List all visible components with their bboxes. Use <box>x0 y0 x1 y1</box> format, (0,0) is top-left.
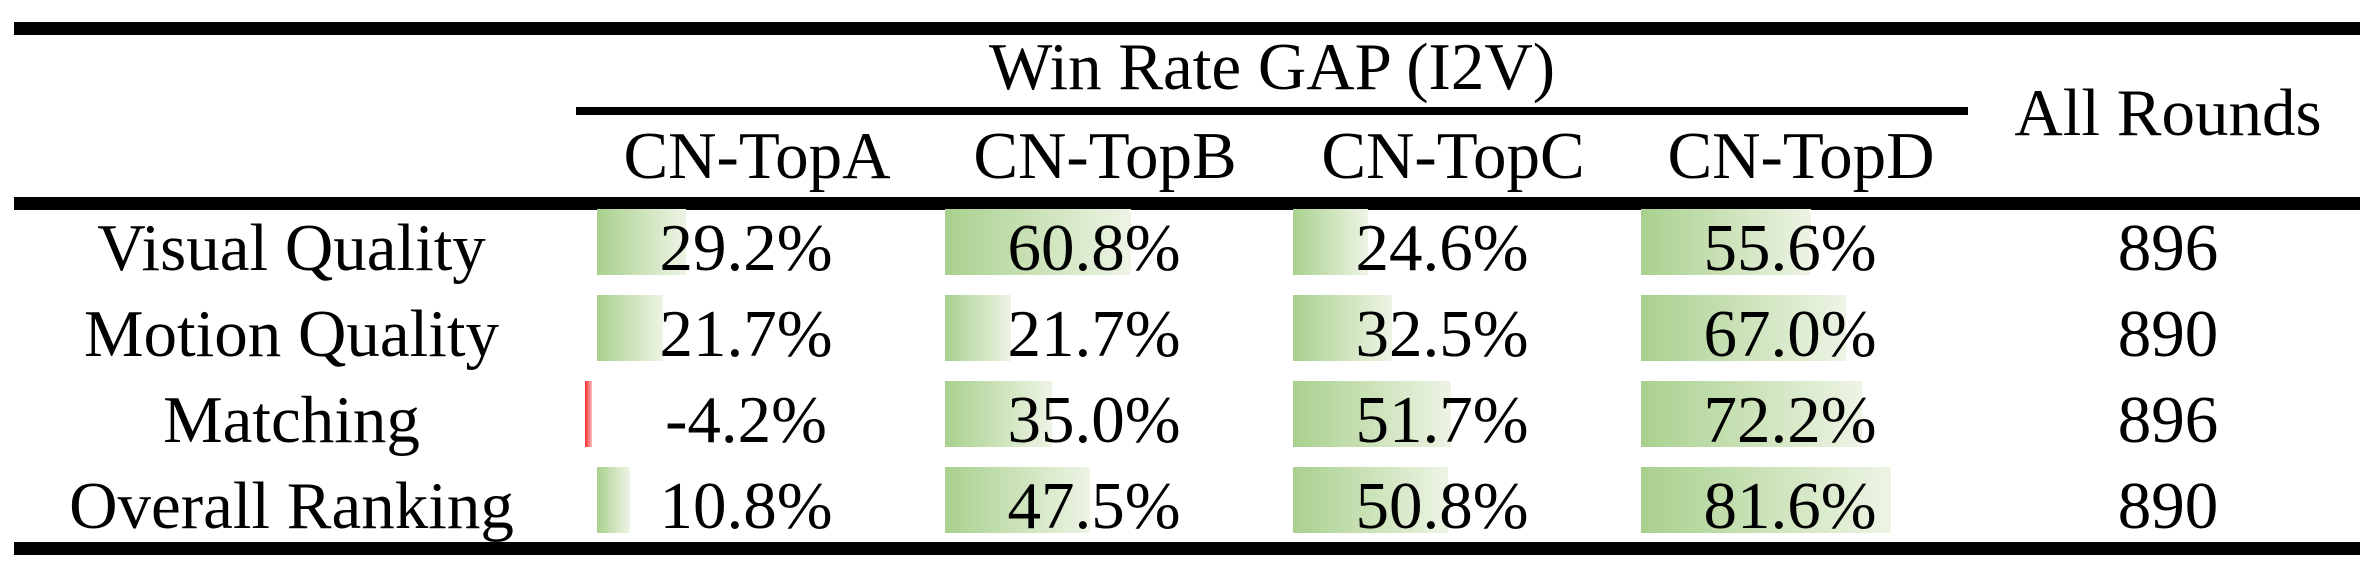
data-cell: 21.7% <box>583 291 931 377</box>
data-cell: 21.7% <box>931 291 1279 377</box>
data-cell: 81.6% <box>1627 463 1975 549</box>
group-header-underline-rule <box>576 107 1968 115</box>
data-cell: 47.5% <box>931 463 1279 549</box>
table-row-motion-quality: Motion Quality 21.7% 21.7% 32.5% 67.0% 8… <box>0 291 2374 377</box>
all-rounds-value: 896 <box>2117 210 2219 285</box>
data-bar <box>945 381 1053 447</box>
data-cell: 24.6% <box>1279 205 1627 291</box>
table-row-matching: Matching -4.2% 35.0% 51.7% 72.2% 896 <box>0 377 2374 463</box>
cell-value: 72.2% <box>1703 382 1877 457</box>
data-cell: 60.8% <box>931 205 1279 291</box>
data-bar <box>1641 295 1847 361</box>
data-bar <box>1641 467 1891 533</box>
table-body: Visual Quality 29.2% 60.8% 24.6% 55.6% 8… <box>0 205 2374 549</box>
cell-value: 10.8% <box>659 468 833 543</box>
data-bar <box>945 295 1012 361</box>
data-bar <box>945 209 1132 275</box>
data-cell: 67.0% <box>1627 291 1975 377</box>
data-cell: 72.2% <box>1627 377 1975 463</box>
data-bar <box>585 381 592 447</box>
cell-value: 35.0% <box>1007 382 1181 457</box>
data-bar <box>1293 295 1393 361</box>
all-rounds-value: 890 <box>2117 468 2219 543</box>
all-rounds-value: 890 <box>2117 296 2219 371</box>
cell-value: 55.6% <box>1703 210 1877 285</box>
cell-value: -4.2% <box>665 382 827 457</box>
cell-value: 60.8% <box>1007 210 1181 285</box>
data-bar <box>597 467 631 533</box>
cell-value: 47.5% <box>1007 468 1181 543</box>
data-cell: 32.5% <box>1279 291 1627 377</box>
column-header-cn-topb: CN-TopB <box>973 118 1237 193</box>
data-cell: 55.6% <box>1627 205 1975 291</box>
cell-value: 81.6% <box>1703 468 1877 543</box>
row-label: Motion Quality <box>83 296 500 371</box>
cell-value: 51.7% <box>1355 382 1529 457</box>
data-bar <box>597 209 687 275</box>
column-header-cn-topc: CN-TopC <box>1321 118 1585 193</box>
row-label: Visual Quality <box>97 210 486 285</box>
group-header-title: Win Rate GAP (I2V) <box>988 30 1556 104</box>
data-bar <box>1641 209 1812 275</box>
data-cell: 29.2% <box>583 205 931 291</box>
cell-value: 29.2% <box>659 210 833 285</box>
data-bar <box>1293 381 1452 447</box>
table-row-visual-quality: Visual Quality 29.2% 60.8% 24.6% 55.6% 8… <box>0 205 2374 291</box>
data-bar <box>1293 209 1369 275</box>
table-bottom-rule <box>14 542 2360 555</box>
all-rounds-value: 896 <box>2117 382 2219 457</box>
cell-value: 24.6% <box>1355 210 1529 285</box>
table-top-rule <box>14 22 2360 35</box>
column-header-cn-topa: CN-TopA <box>623 118 891 193</box>
cell-value: 67.0% <box>1703 296 1877 371</box>
data-bar <box>1293 467 1449 533</box>
header-separator-rule <box>14 197 2360 210</box>
cell-value: 50.8% <box>1355 468 1529 543</box>
data-cell: -4.2% <box>583 377 931 463</box>
data-cell: 50.8% <box>1279 463 1627 549</box>
data-cell: 35.0% <box>931 377 1279 463</box>
column-header-row: CN-TopA CN-TopB CN-TopC CN-TopD <box>583 115 1975 197</box>
cell-value: 21.7% <box>1007 296 1181 371</box>
column-header-cn-topd: CN-TopD <box>1667 118 1935 193</box>
cell-value: 21.7% <box>659 296 833 371</box>
data-bar <box>597 295 664 361</box>
table-row-overall-ranking: Overall Ranking 10.8% 47.5% 50.8% 81.6% … <box>0 463 2374 549</box>
row-label: Overall Ranking <box>69 468 514 543</box>
data-bar <box>945 467 1091 533</box>
data-cell: 51.7% <box>1279 377 1627 463</box>
all-rounds-column-header: All Rounds <box>2014 76 2322 150</box>
data-cell: 10.8% <box>583 463 931 549</box>
row-label: Matching <box>163 382 420 457</box>
data-bar <box>1641 381 1862 447</box>
cell-value: 32.5% <box>1355 296 1529 371</box>
